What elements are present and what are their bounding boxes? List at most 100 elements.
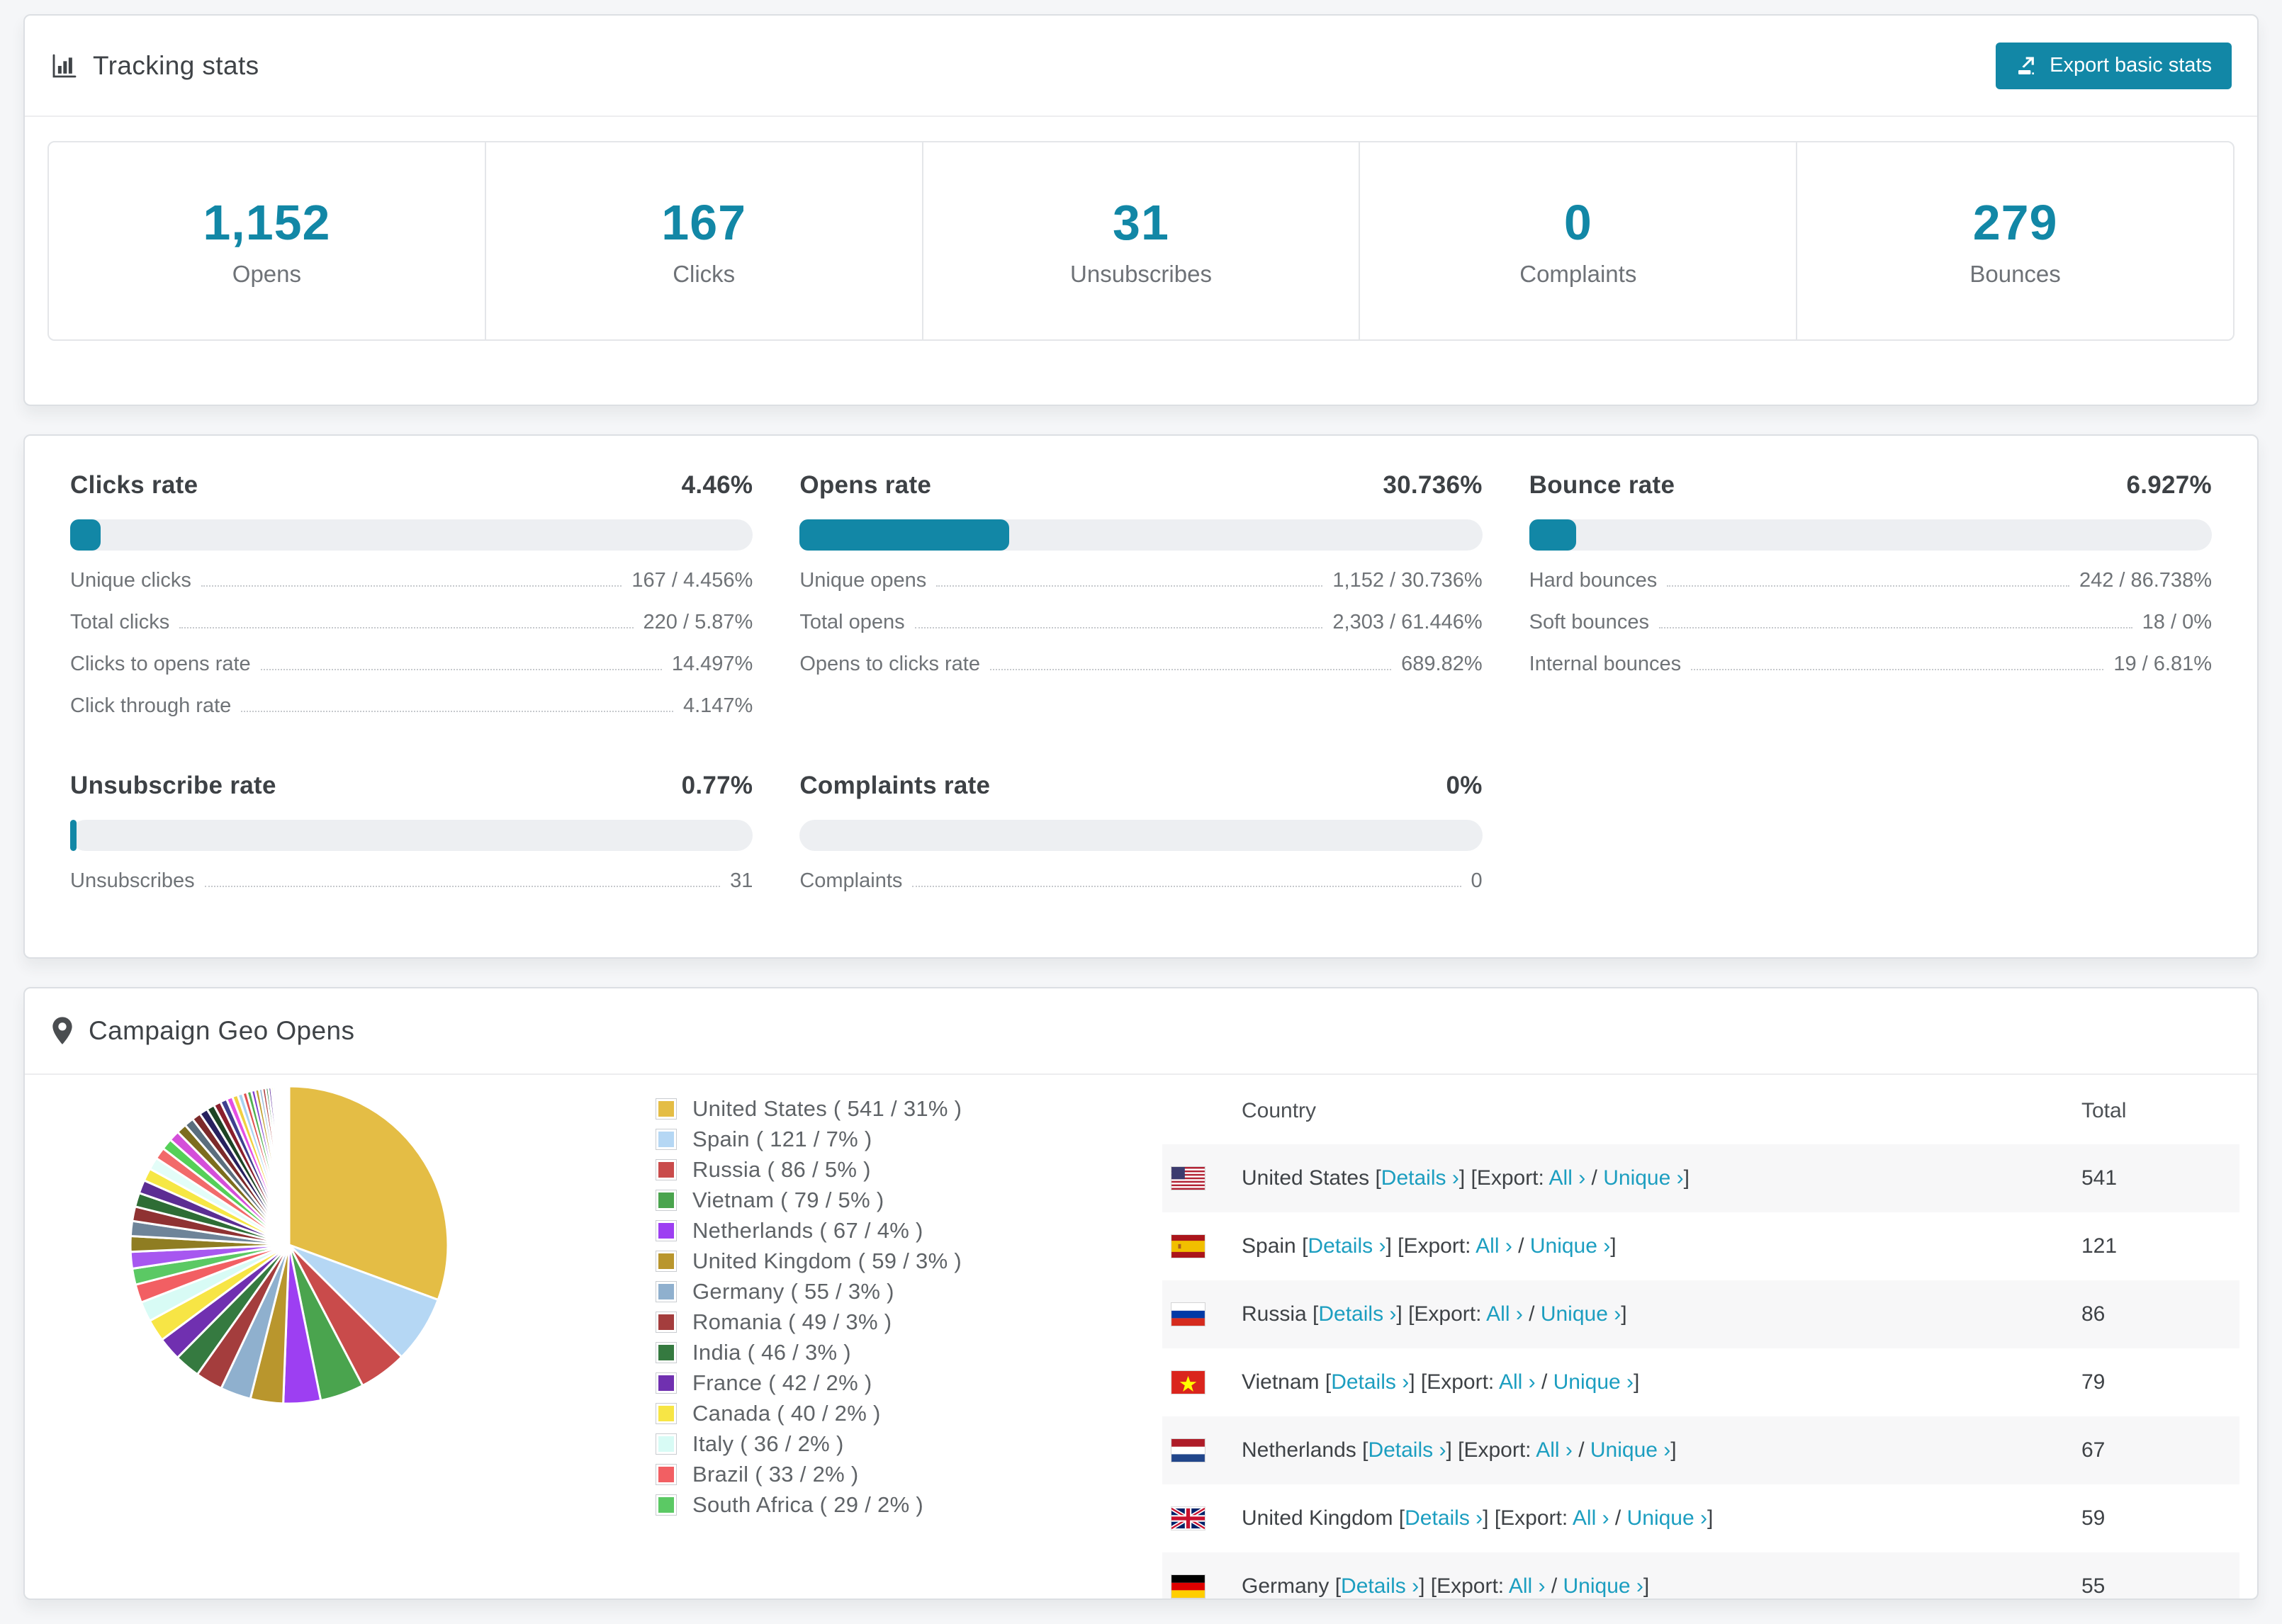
rate-title: Unsubscribe rate [70,772,276,799]
legend-swatch [656,1311,677,1333]
rate-progress-track [70,519,753,551]
map-pin-icon [50,1016,74,1046]
export-all-link[interactable]: All › [1498,1370,1536,1394]
rate-title: Bounce rate [1529,471,1675,499]
export-all-link[interactable]: All › [1476,1234,1512,1258]
rate-value: 4.46% [681,471,753,499]
legend-item: France ( 42 / 2% ) [656,1368,962,1398]
legend-item: Brazil ( 33 / 2% ) [656,1459,962,1489]
rate-progress-fill [70,519,101,551]
export-unique-link[interactable]: Unique › [1529,1234,1611,1258]
stat-label: Complaints [1519,261,1637,287]
geo-body: United States ( 541 / 31% ) Spain ( 121 /… [25,1075,2257,1598]
geo-table-row-nl: Netherlands [Details ›] [Export: All › /… [1162,1416,2239,1484]
export-unique-link[interactable]: Unique › [1563,1574,1643,1598]
legend-swatch [656,1433,677,1455]
rate-row-value: 4.147% [682,694,753,717]
details-link[interactable]: Details › [1318,1302,1397,1326]
legend-swatch [656,1219,677,1241]
dotted-leader [1691,669,2104,670]
legend-swatch [656,1280,677,1302]
export-all-link[interactable]: All › [1508,1574,1546,1598]
dotted-leader [1667,585,2069,587]
geo-table-row-vn: Vietnam [Details ›] [Export: All › / Uni… [1162,1348,2239,1416]
rate-row-value: 220 / 5.87% [643,611,753,633]
legend-item: Germany ( 55 / 3% ) [656,1276,962,1307]
rate-row-label: Internal bounces [1529,653,1682,675]
details-link[interactable]: Details › [1331,1370,1410,1394]
legend-item: South Africa ( 29 / 2% ) [656,1489,962,1520]
legend-item: Vietnam ( 79 / 5% ) [656,1185,962,1215]
country-cell: Netherlands [Details ›] [Export: All › /… [1242,1438,1677,1462]
rate-value: 6.927% [2126,471,2212,499]
gb-flag-icon [1171,1507,1205,1530]
country-cell: Vietnam [Details ›] [Export: All › / Uni… [1242,1370,1640,1394]
legend-swatch [656,1098,677,1120]
dotted-leader [914,627,1323,628]
rate-row-label: Opens to clicks rate [799,653,980,675]
details-link[interactable]: Details › [1368,1438,1446,1462]
dotted-leader [201,585,622,587]
geo-table-row-gb: United Kingdom [Details ›] [Export: All … [1162,1484,2239,1552]
export-icon [2016,55,2038,77]
rate-row-label: Unique opens [799,569,927,592]
stat-value: 31 [1113,195,1169,250]
rate-row-value: 689.82% [1401,653,1483,675]
rate-progress-track [799,820,1483,851]
export-all-link[interactable]: All › [1572,1506,1609,1530]
pie-slice[interactable] [287,1085,291,1246]
legend-item: Canada ( 40 / 2% ) [656,1398,962,1428]
legend-swatch [656,1189,677,1211]
rate-progress-track [799,519,1483,551]
details-link[interactable]: Details › [1341,1574,1420,1598]
stat-cell-clicks: 167 Clicks [484,142,922,339]
country-cell: United Kingdom [Details ›] [Export: All … [1242,1506,1714,1530]
legend-swatch [656,1341,677,1363]
geo-table-row-ru: Russia [Details ›] [Export: All › / Uniq… [1162,1280,2239,1348]
rate-row-label: Complaints [799,869,903,892]
rate-row-value: 0 [1471,869,1483,892]
export-unique-link[interactable]: Unique › [1590,1438,1671,1462]
legend-item: Spain ( 121 / 7% ) [656,1124,962,1154]
legend-label: France ( 42 / 2% ) [692,1370,872,1395]
rate-title: Opens rate [799,471,932,499]
rate-row-label: Soft bounces [1529,611,1649,633]
rate-detail-row: Unique opens 1,152 / 30.736% [799,569,1482,592]
rate-block-bounce-rate: Bounce rate 6.927% Hard bounces 242 / 86.73… [1529,471,2212,718]
rate-row-value: 18 / 0% [2142,611,2212,633]
details-link[interactable]: Details › [1405,1506,1483,1530]
stat-value: 279 [1972,195,2058,250]
export-unique-link[interactable]: Unique › [1553,1370,1634,1394]
legend-label: Russia ( 86 / 5% ) [692,1156,871,1182]
stat-label: Clicks [673,261,736,287]
bar-chart-icon [50,52,79,80]
dotted-leader [204,886,721,887]
legend-label: India ( 46 / 3% ) [692,1339,851,1365]
rate-row-value: 31 [730,869,753,892]
rate-title: Clicks rate [70,471,198,499]
stat-label: Unsubscribes [1070,261,1212,287]
export-unique-link[interactable]: Unique › [1540,1302,1621,1326]
export-unique-link[interactable]: Unique › [1626,1506,1707,1530]
geo-title: Campaign Geo Opens [89,1016,355,1045]
de-flag-icon [1171,1575,1205,1598]
rate-detail-row: Complaints 0 [799,869,1482,893]
rate-row-label: Hard bounces [1529,569,1658,592]
pie-slice-united-states[interactable] [288,1085,449,1302]
geo-table-row-de: Germany [Details ›] [Export: All › / Uni… [1162,1552,2239,1598]
details-link[interactable]: Details › [1381,1166,1459,1190]
export-unique-link[interactable]: Unique › [1603,1166,1684,1190]
total-cell: 67 [2081,1438,2106,1462]
stat-label: Opens [232,261,302,287]
dotted-leader [989,669,1392,670]
campaign-geo-opens-card: Campaign Geo Opens United States ( 541 /… [23,987,2259,1600]
details-link[interactable]: Details › [1308,1234,1386,1258]
export-basic-stats-button[interactable]: Export basic stats [1996,42,2232,89]
export-all-link[interactable]: All › [1486,1302,1523,1326]
rate-detail-row: Total opens 2,303 / 61.446% [799,611,1482,634]
rates-grid: Clicks rate 4.46% Unique clicks 167 / 4.456… [70,471,2212,893]
legend-swatch [656,1402,677,1424]
dotted-leader [912,886,1461,887]
export-all-link[interactable]: All › [1536,1438,1573,1462]
export-all-link[interactable]: All › [1548,1166,1586,1190]
